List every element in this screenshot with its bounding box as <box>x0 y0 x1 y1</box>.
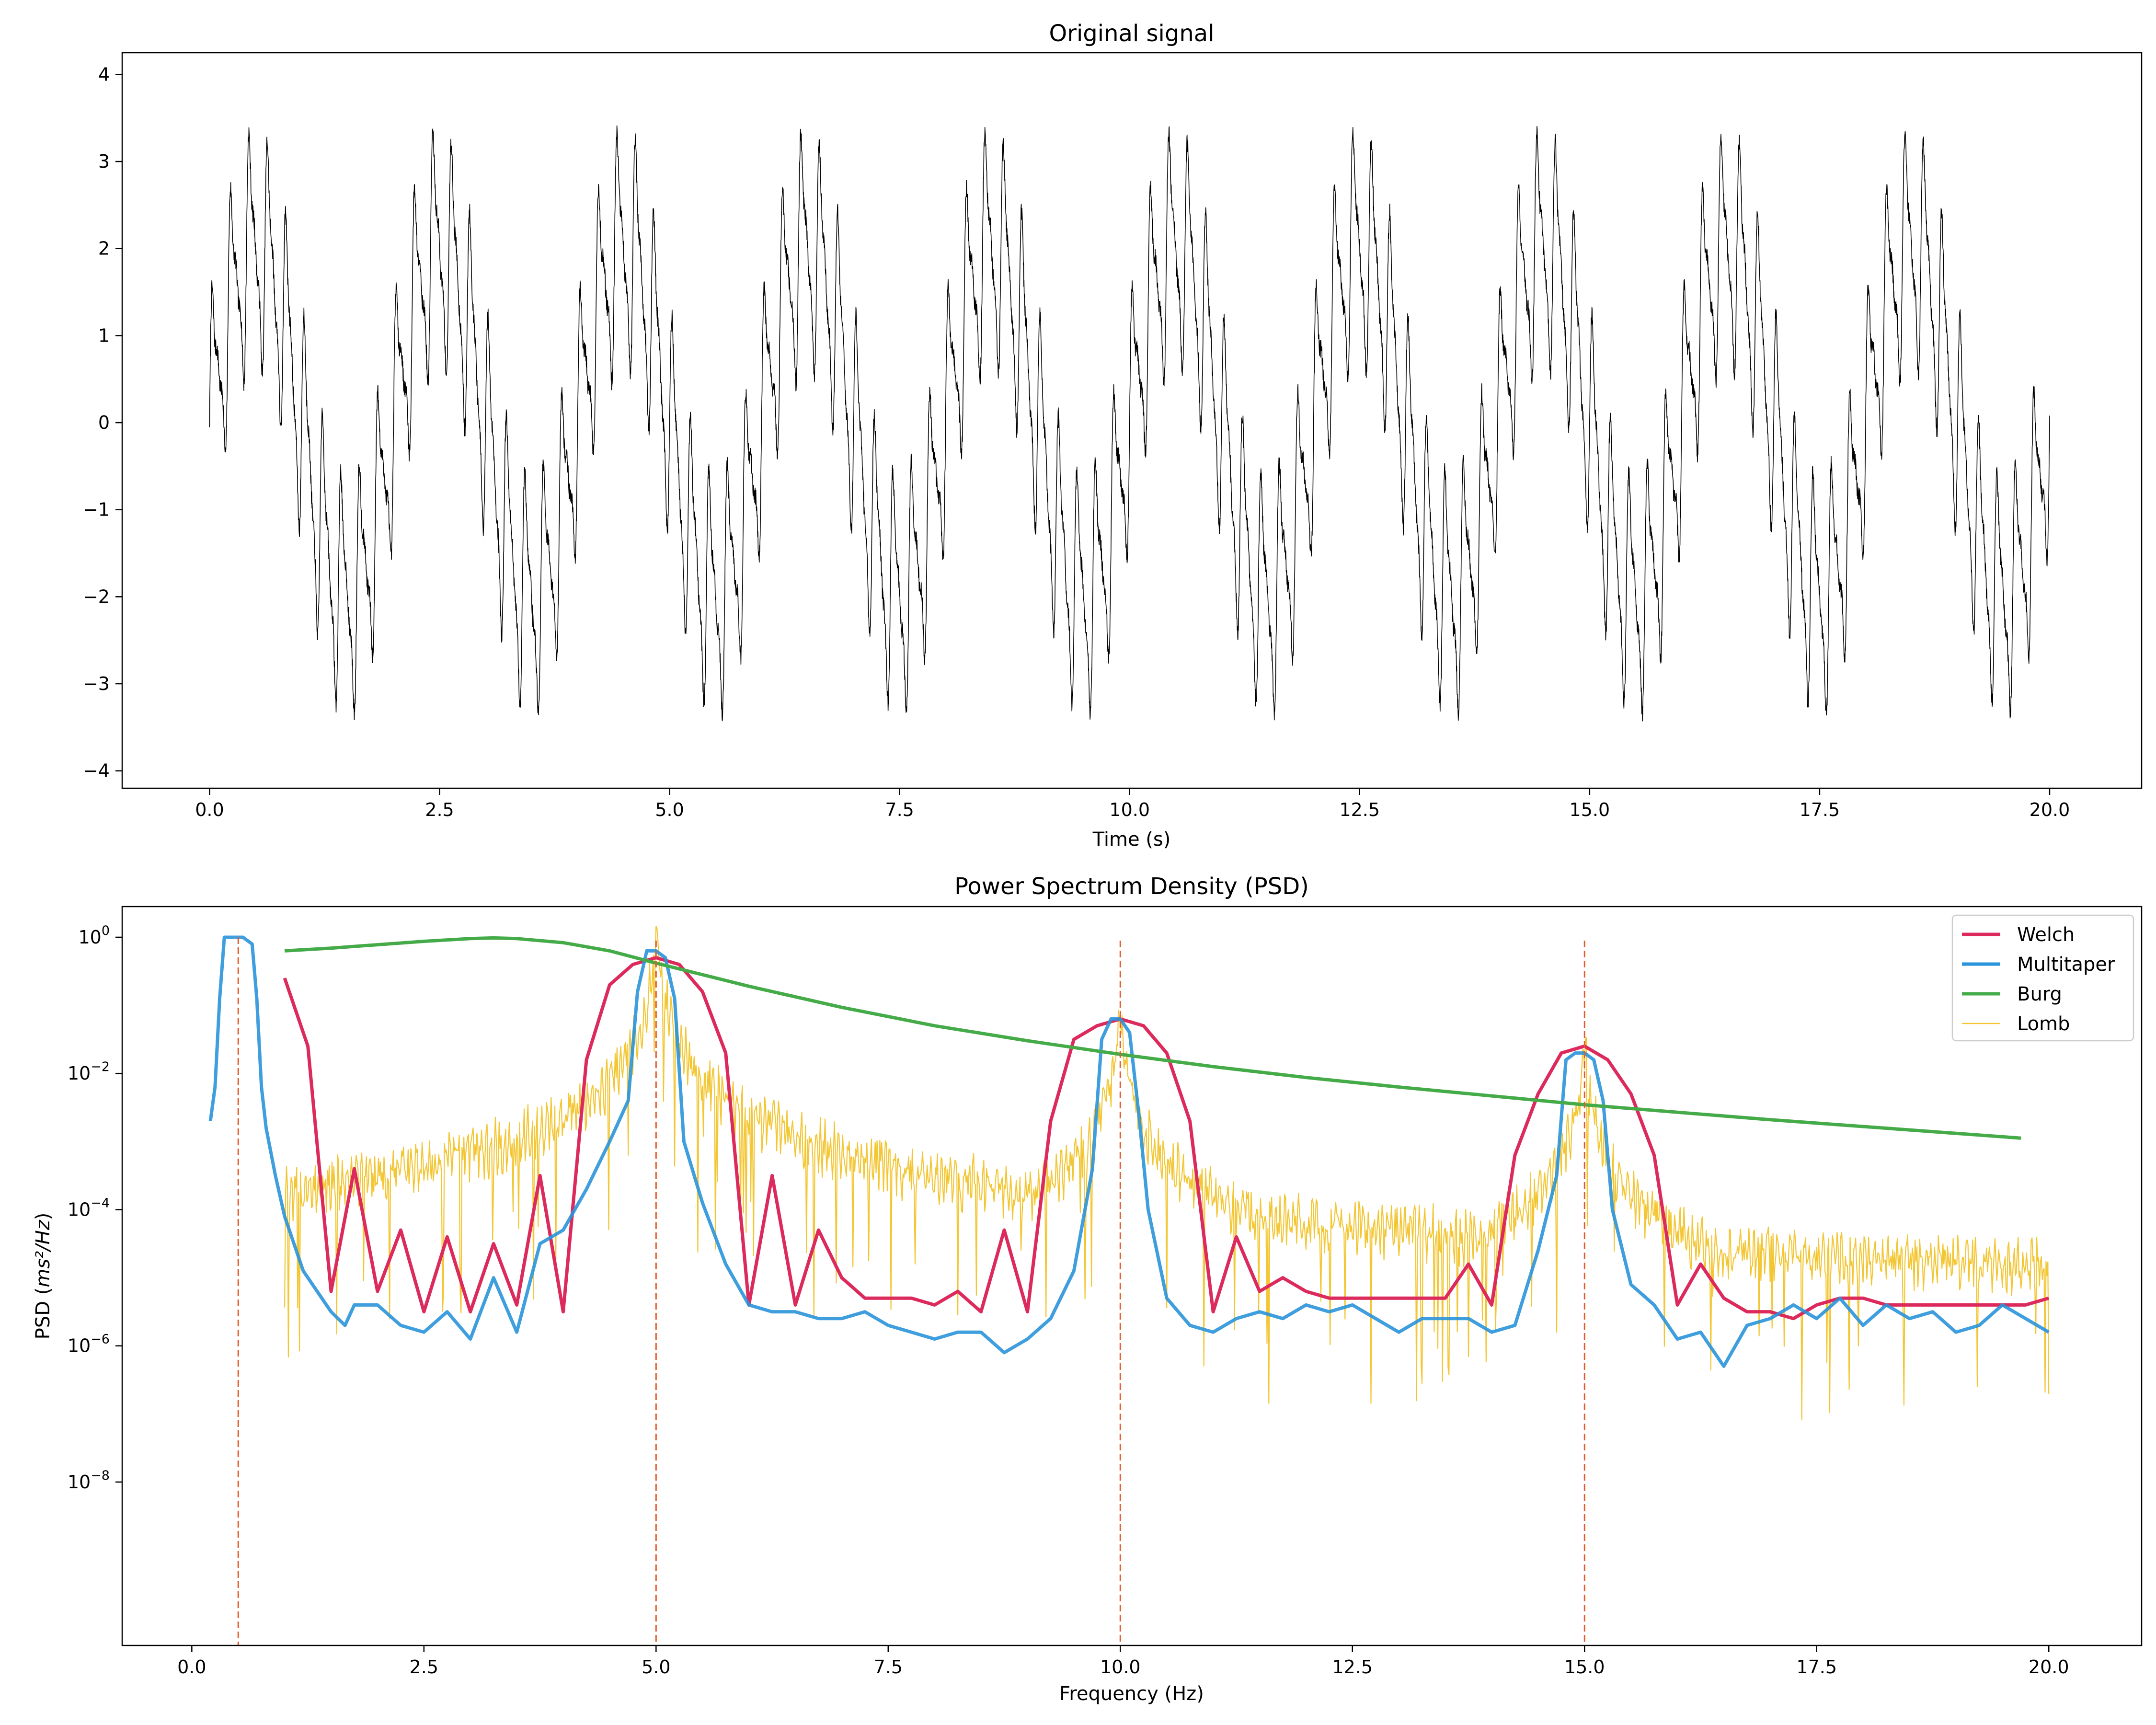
psd-x-tick-label: 17.5 <box>1796 1656 1837 1678</box>
psd-y-label: PSD (ms²/Hz) <box>32 1213 54 1340</box>
psd-x-tick-label: 5.0 <box>642 1656 670 1678</box>
legend-frame <box>1951 914 2134 1042</box>
psd-ticks: 0.0 2.5 5.0 7.5 10.0 12.5 15.0 17.5 20.0 100 10−2 1… <box>68 923 2069 1678</box>
psd-y-tick-label: 10−2 <box>68 1059 110 1084</box>
legend-label-multitaper: Multitaper <box>2017 954 2115 976</box>
signal-x-tick-label: 7.5 <box>885 799 914 820</box>
psd-reference-lines <box>237 937 1585 1645</box>
legend-label-burg: Burg <box>2017 983 2062 1005</box>
signal-title: Original signal <box>1049 20 1214 47</box>
psd-welch-line <box>283 956 2050 1321</box>
signal-x-tick-label: 0.0 <box>195 799 224 820</box>
signal-ticks: 0.0 2.5 5.0 7.5 10.0 12.5 15.0 17.5 20.0 4 3 2 1 0 −1 −… <box>83 64 2070 820</box>
signal-y-tick-label: 0 <box>98 412 110 433</box>
psd-y-label-prefix: PSD ( <box>32 1288 54 1340</box>
signal-x-tick-label: 20.0 <box>2030 799 2070 820</box>
legend-label-welch: Welch <box>2017 924 2075 946</box>
psd-y-label-units: ms²/Hz <box>32 1219 54 1287</box>
psd-x-tick-label: 0.0 <box>177 1656 206 1678</box>
signal-y-tick-label: 1 <box>98 325 110 346</box>
psd-y-tick-label: 10−4 <box>68 1196 110 1220</box>
psd-x-tick-label: 15.0 <box>1564 1656 1605 1678</box>
signal-y-tick-label: 4 <box>98 64 110 85</box>
psd-multitaper-line <box>208 935 2050 1368</box>
psd-x-label: Frequency (Hz) <box>1059 1683 1204 1705</box>
psd-y-tick-label: 100 <box>78 923 110 948</box>
psd-lomb-line <box>284 925 2050 1421</box>
signal-x-tick-label: 17.5 <box>1800 799 1840 820</box>
psd-title: Power Spectrum Density (PSD) <box>954 873 1309 900</box>
signal-x-tick-label: 10.0 <box>1109 799 1150 820</box>
signal-x-tick-label: 12.5 <box>1339 799 1380 820</box>
psd-x-tick-label: 12.5 <box>1332 1656 1373 1678</box>
psd-panel: Power Spectrum Density (PSD) 0.0 2.5 5.0 7.… <box>32 873 2143 1705</box>
signal-y-tick-label: 3 <box>98 151 110 172</box>
psd-x-tick-label: 2.5 <box>410 1656 438 1678</box>
signal-plot-frame <box>121 52 2143 789</box>
signal-x-label: Time (s) <box>1092 828 1171 851</box>
psd-x-tick-label: 20.0 <box>2029 1656 2069 1678</box>
signal-x-tick-label: 2.5 <box>425 799 454 820</box>
legend-label-lomb: Lomb <box>2017 1013 2070 1035</box>
signal-y-tick-label: −1 <box>83 499 110 520</box>
signal-x-tick-label: 5.0 <box>655 799 684 820</box>
signal-line <box>209 125 2050 722</box>
psd-x-tick-label: 7.5 <box>874 1656 903 1678</box>
signal-y-tick-label: −2 <box>83 586 110 607</box>
psd-y-tick-label: 10−6 <box>68 1332 110 1357</box>
signal-y-tick-label: −4 <box>83 760 110 782</box>
psd-y-tick-label: 10−8 <box>68 1468 110 1493</box>
psd-y-label-suffix: ) <box>32 1213 54 1220</box>
signal-y-tick-label: −3 <box>83 673 110 694</box>
psd-x-tick-label: 10.0 <box>1100 1656 1141 1678</box>
psd-burg-line <box>284 936 2021 1140</box>
signal-panel: Original signal 0.0 2.5 5.0 7.5 10.0 12.5 15.0… <box>83 20 2143 851</box>
signal-x-tick-label: 15.0 <box>1570 799 1610 820</box>
psd-plot-frame <box>121 906 2143 1646</box>
signal-y-tick-label: 2 <box>98 238 110 259</box>
psd-legend: Welch Multitaper Burg Lomb <box>1951 914 2134 1042</box>
